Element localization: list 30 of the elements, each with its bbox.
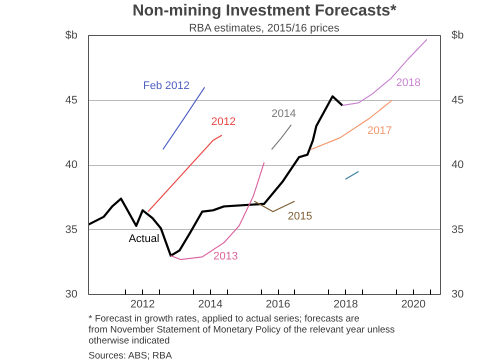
series-label: Actual — [128, 232, 160, 245]
text: * Forecast in growth rates, applied to actual series; forecasts are from November Statement of Monetary Policy of the relevant year unless otherwise indicated — [88, 314, 395, 346]
y-tick-label: 40 — [65, 159, 78, 171]
line-series — [310, 100, 393, 150]
y2-tick-label: 35 — [452, 224, 464, 236]
x-tick-label: 2016 — [266, 298, 290, 310]
y2-tick-label: 45 — [452, 94, 464, 106]
series-label: 2012 — [211, 116, 236, 128]
series-label: 2014 — [272, 108, 296, 120]
series-label: 2017 — [367, 125, 392, 138]
line-series — [170, 162, 265, 260]
x-tick-label: 2018 — [333, 298, 358, 310]
series-label: 2015 — [288, 210, 312, 223]
y-tick-label: 35 — [65, 224, 78, 236]
series-label: 2018 — [396, 77, 421, 90]
chart-subtitle: RBA estimates, 2015/16 prices — [188, 22, 340, 34]
series-label: 2013 — [213, 250, 238, 263]
x-tick-label: 2012 — [130, 298, 155, 310]
series-label: Feb 2012 — [143, 80, 190, 92]
y2-tick-label: $b — [452, 30, 464, 42]
chart-title: Non-mining Investment Forecasts* — [132, 2, 398, 20]
x-tick-label: 2020 — [401, 298, 426, 310]
y-tick-label: $b — [65, 30, 78, 42]
source-note: Sources: ABS; RBA — [88, 350, 173, 362]
y-tick-label: 30 — [65, 288, 78, 300]
x-tick-label: 2014 — [198, 298, 223, 310]
line-series — [342, 38, 428, 106]
y2-tick-label: 30 — [452, 288, 464, 300]
y2-tick-label: 40 — [452, 159, 464, 171]
y-tick-label: 45 — [65, 94, 78, 106]
